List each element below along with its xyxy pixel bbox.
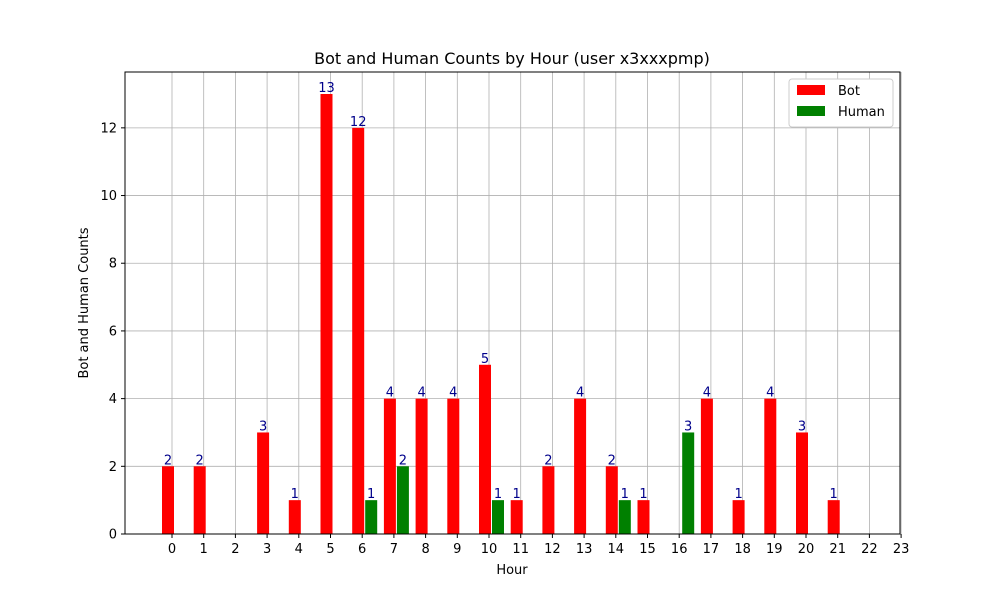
y-tick-label: 2 <box>109 460 117 475</box>
x-tick-label: 3 <box>263 542 271 557</box>
bar-human <box>492 500 504 534</box>
legend-label-human: Human <box>838 105 885 120</box>
y-tick-label: 10 <box>100 189 117 204</box>
y-tick-label: 0 <box>109 528 117 543</box>
bar-bot <box>510 500 523 534</box>
bar-bot <box>193 466 206 534</box>
data-label-bot: 1 <box>513 487 521 502</box>
y-tick-label: 4 <box>109 392 117 407</box>
legend-swatch-bot <box>797 85 825 95</box>
x-tick-label: 21 <box>829 542 846 557</box>
y-tick-label: 8 <box>109 257 117 272</box>
chart-title: Bot and Human Counts by Hour (user x3xxx… <box>314 49 710 68</box>
data-label-bot: 5 <box>481 352 489 367</box>
bar-bot <box>700 398 713 534</box>
x-tick-label: 15 <box>639 542 656 557</box>
x-tick-label: 5 <box>326 542 334 557</box>
bar-human <box>365 500 378 534</box>
y-tick-label: 12 <box>100 121 117 136</box>
x-tick-label: 12 <box>544 542 561 557</box>
data-label-human: 1 <box>621 487 629 502</box>
bar-bot <box>764 398 777 534</box>
x-tick-label: 22 <box>861 542 878 557</box>
x-tick-label: 9 <box>453 542 461 557</box>
x-tick-label: 23 <box>893 542 910 557</box>
bar-bot <box>288 500 301 534</box>
data-label-bot: 4 <box>386 386 394 401</box>
bar-bot <box>796 432 808 534</box>
x-tick-label: 8 <box>421 542 429 557</box>
data-label-bot: 4 <box>417 386 425 401</box>
data-label-bot: 2 <box>164 453 172 468</box>
bar-bot <box>605 466 618 534</box>
data-label-bot: 4 <box>766 386 774 401</box>
data-label-bot: 12 <box>350 115 367 130</box>
data-label-human: 1 <box>367 487 375 502</box>
bar-bot <box>352 127 365 534</box>
data-label-bot: 1 <box>291 487 299 502</box>
x-tick-label: 7 <box>390 542 398 557</box>
bar-human <box>682 432 695 534</box>
y-tick-label: 6 <box>109 324 117 339</box>
x-tick-label: 4 <box>295 542 303 557</box>
x-tick-label: 1 <box>200 542 208 557</box>
x-axis-ticks: 0 1 2 3 4 5 6 7 8 9 10 11 12 13 14 15 16 17 18 19 20 21 22 23 <box>168 534 910 557</box>
data-label-human: 2 <box>399 453 407 468</box>
x-tick-label: 19 <box>766 542 783 557</box>
data-label-bot: 2 <box>608 453 616 468</box>
data-label-bot: 13 <box>318 81 335 96</box>
bar-bot <box>827 500 840 534</box>
data-label-bot: 4 <box>703 386 711 401</box>
x-tick-label: 14 <box>608 542 625 557</box>
x-tick-label: 0 <box>168 542 176 557</box>
bar-bot <box>479 364 491 534</box>
bar-bot <box>732 500 745 534</box>
bars <box>162 94 840 534</box>
x-tick-label: 20 <box>798 542 815 557</box>
data-label-bot: 2 <box>196 453 204 468</box>
legend: Bot Human <box>788 78 894 128</box>
bar-human <box>618 500 631 534</box>
data-label-bot: 3 <box>798 419 806 434</box>
bar-bot <box>383 398 396 534</box>
x-tick-label: 6 <box>358 542 366 557</box>
legend-label-bot: Bot <box>838 84 860 99</box>
bar-bot <box>574 398 587 534</box>
y-axis-ticks: 0 2 4 6 8 10 12 <box>100 121 125 543</box>
data-label-bot: 1 <box>734 487 742 502</box>
x-tick-label: 10 <box>481 542 498 557</box>
bar-bot <box>447 398 460 534</box>
bar-bot <box>542 466 555 534</box>
bar-bot <box>415 398 428 534</box>
x-tick-label: 2 <box>231 542 239 557</box>
data-label-human: 1 <box>494 487 502 502</box>
bar-bot <box>257 432 270 534</box>
data-label-bot: 1 <box>830 487 838 502</box>
bar-bot <box>637 500 650 534</box>
legend-swatch-human <box>797 106 825 116</box>
y-axis-title: Bot and Human Counts <box>77 227 92 378</box>
x-tick-label: 16 <box>671 542 688 557</box>
bar-bot <box>320 94 333 534</box>
bar-human <box>396 466 409 534</box>
x-tick-label: 17 <box>703 542 720 557</box>
plot-frame <box>124 71 901 535</box>
data-label-bot: 1 <box>639 487 647 502</box>
bar-bot <box>162 466 174 534</box>
x-tick-label: 18 <box>734 542 751 557</box>
data-label-bot: 3 <box>259 419 267 434</box>
data-label-bot: 2 <box>544 453 552 468</box>
x-axis-title: Hour <box>496 563 528 578</box>
data-label-bot: 4 <box>576 386 584 401</box>
data-label-bot: 4 <box>449 386 457 401</box>
x-tick-label: 13 <box>576 542 593 557</box>
x-tick-label: 11 <box>512 542 529 557</box>
data-label-human: 3 <box>684 419 692 434</box>
